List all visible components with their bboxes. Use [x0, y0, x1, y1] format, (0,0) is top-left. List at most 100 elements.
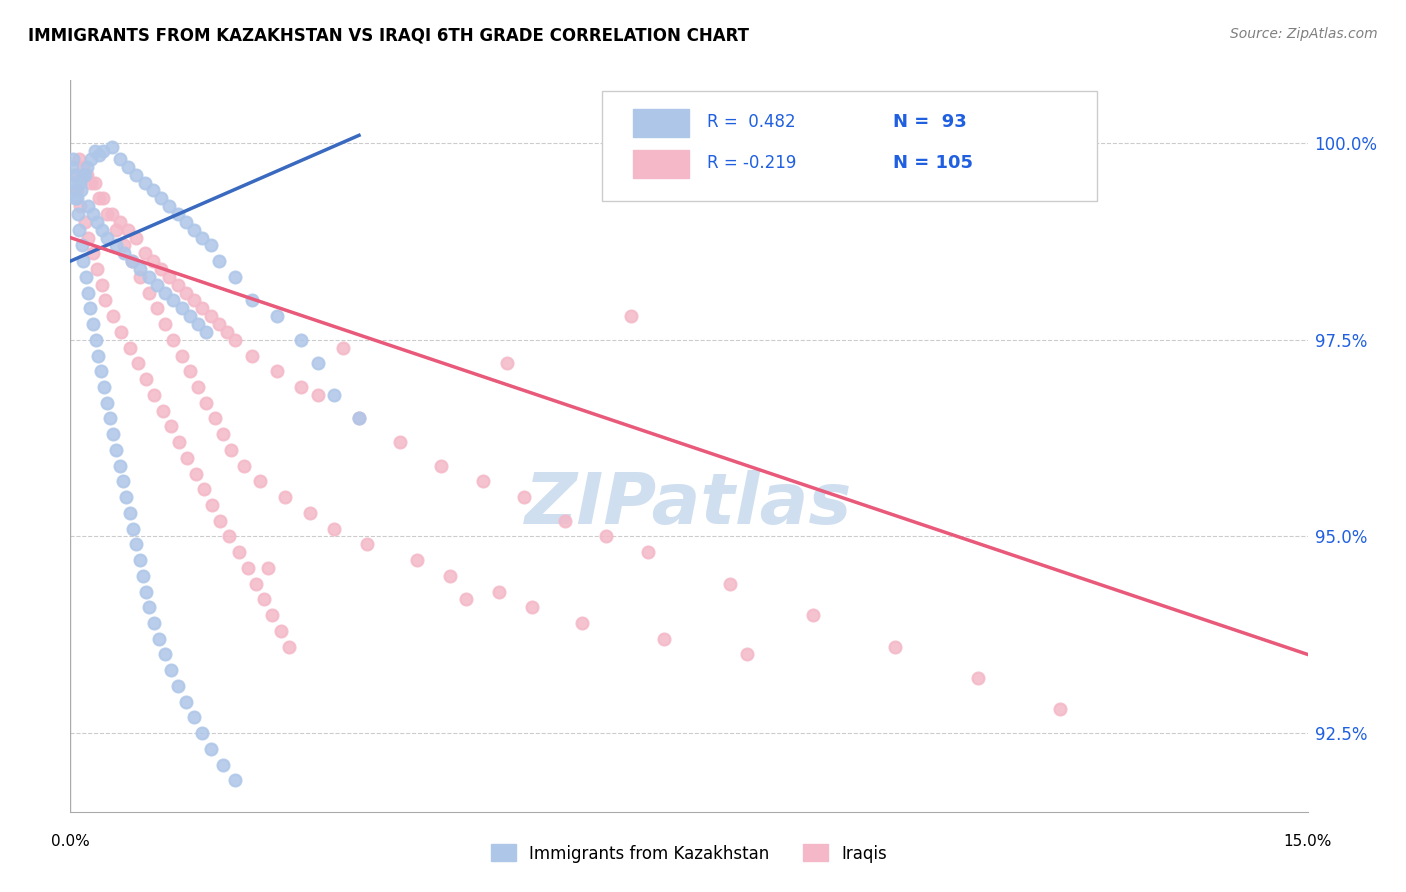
- Point: [212, 427, 235, 442]
- Point: [67, 223, 90, 237]
- FancyBboxPatch shape: [602, 91, 1097, 201]
- Point: [218, 529, 240, 543]
- Point: [148, 632, 170, 646]
- Point: [209, 514, 232, 528]
- Point: [240, 293, 263, 308]
- Point: [142, 183, 165, 197]
- Point: [200, 238, 222, 252]
- Point: [67, 152, 90, 166]
- Bar: [633, 109, 689, 136]
- Point: [183, 293, 205, 308]
- Point: [201, 498, 224, 512]
- Point: [160, 419, 183, 434]
- Point: [208, 317, 231, 331]
- Point: [98, 411, 121, 425]
- Point: [166, 277, 188, 292]
- Point: [153, 285, 176, 300]
- Point: [162, 293, 184, 308]
- Point: [884, 640, 907, 654]
- Point: [167, 435, 190, 450]
- Point: [112, 246, 135, 260]
- Point: [174, 285, 197, 300]
- Point: [232, 458, 254, 473]
- Point: [245, 576, 267, 591]
- Point: [262, 608, 284, 623]
- Point: [63, 183, 86, 197]
- Point: [157, 199, 180, 213]
- Text: IMMIGRANTS FROM KAZAKHSTAN VS IRAQI 6TH GRADE CORRELATION CHART: IMMIGRANTS FROM KAZAKHSTAN VS IRAQI 6TH …: [28, 27, 749, 45]
- Point: [191, 230, 214, 244]
- Point: [191, 726, 214, 740]
- Point: [554, 514, 576, 528]
- Point: [153, 648, 176, 662]
- Point: [118, 506, 141, 520]
- Point: [488, 584, 510, 599]
- Point: [82, 246, 104, 260]
- Point: [620, 310, 643, 324]
- Point: [134, 246, 156, 260]
- Point: [80, 152, 103, 166]
- Text: N =  93: N = 93: [893, 113, 967, 131]
- Point: [170, 301, 193, 316]
- Point: [125, 537, 148, 551]
- Point: [274, 490, 297, 504]
- Point: [108, 152, 131, 166]
- Point: [117, 160, 139, 174]
- Point: [183, 710, 205, 724]
- Point: [966, 671, 988, 685]
- Point: [135, 584, 157, 599]
- Point: [108, 458, 131, 473]
- Point: [356, 537, 378, 551]
- Point: [79, 301, 101, 316]
- Bar: [633, 150, 689, 178]
- Point: [138, 269, 160, 284]
- Point: [522, 600, 544, 615]
- Point: [84, 144, 107, 158]
- Point: [115, 490, 138, 504]
- Point: [146, 277, 169, 292]
- Point: [204, 411, 226, 425]
- Point: [146, 301, 169, 316]
- Point: [110, 325, 132, 339]
- Point: [160, 663, 183, 677]
- Text: Source: ZipAtlas.com: Source: ZipAtlas.com: [1230, 27, 1378, 41]
- Point: [69, 176, 91, 190]
- Point: [62, 176, 84, 190]
- Point: [801, 608, 824, 623]
- Point: [162, 333, 184, 347]
- Point: [236, 561, 259, 575]
- Point: [270, 624, 292, 638]
- Point: [405, 553, 427, 567]
- Point: [122, 522, 145, 536]
- Point: [157, 269, 180, 284]
- Point: [65, 191, 87, 205]
- Point: [100, 207, 122, 221]
- Point: [100, 140, 122, 154]
- Point: [127, 356, 149, 370]
- Point: [471, 475, 494, 489]
- Point: [195, 396, 218, 410]
- Point: [150, 191, 173, 205]
- Point: [96, 230, 118, 244]
- Point: [143, 615, 166, 630]
- Point: [129, 269, 152, 284]
- Point: [66, 207, 89, 221]
- Point: [138, 285, 160, 300]
- Point: [121, 254, 143, 268]
- Point: [179, 364, 201, 378]
- Point: [77, 199, 100, 213]
- Point: [75, 168, 97, 182]
- Point: [735, 648, 758, 662]
- Point: [84, 333, 107, 347]
- Point: [307, 356, 329, 370]
- Point: [90, 364, 112, 378]
- Point: [135, 372, 157, 386]
- Point: [91, 191, 114, 205]
- Point: [125, 168, 148, 182]
- Text: 15.0%: 15.0%: [1284, 834, 1331, 848]
- Text: R =  0.482: R = 0.482: [707, 113, 796, 131]
- Point: [257, 561, 280, 575]
- Point: [224, 773, 246, 788]
- Point: [290, 333, 312, 347]
- Point: [75, 269, 97, 284]
